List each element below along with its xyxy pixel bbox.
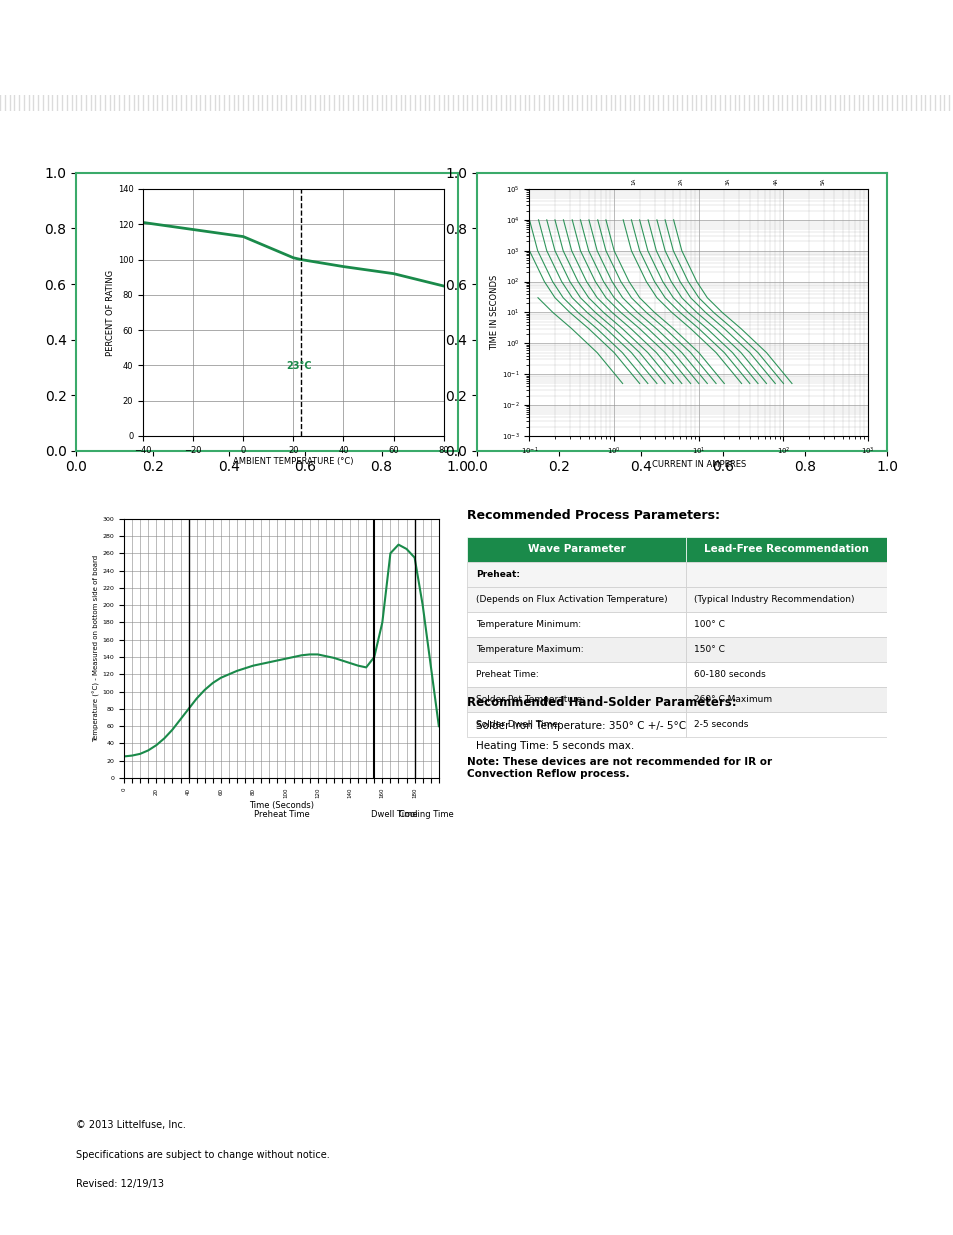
FancyBboxPatch shape: [685, 637, 886, 662]
Text: Note: These devices are not recommended for IR or
Convection Reflow process.: Note: These devices are not recommended …: [467, 757, 772, 779]
FancyBboxPatch shape: [467, 587, 685, 613]
Text: Solder Iron Temperature: 350° C +/- 5°C: Solder Iron Temperature: 350° C +/- 5°C: [476, 721, 685, 731]
Text: 2-5 seconds: 2-5 seconds: [694, 720, 748, 729]
Text: Temperature Maximum:: Temperature Maximum:: [476, 645, 583, 655]
Text: Expertise Applied  |  Answers Delivered: Expertise Applied | Answers Delivered: [754, 74, 932, 83]
Text: Radial Lead Fuses: Radial Lead Fuses: [76, 27, 301, 47]
FancyBboxPatch shape: [685, 587, 886, 613]
Text: © 2013 Littelfuse, Inc.: © 2013 Littelfuse, Inc.: [76, 1120, 186, 1130]
Text: 150° C: 150° C: [694, 645, 724, 655]
FancyBboxPatch shape: [467, 687, 685, 711]
Text: Solder Pot Temperature:: Solder Pot Temperature:: [476, 695, 584, 704]
Y-axis label: Temperature (°C) - Measured on bottom side of board: Temperature (°C) - Measured on bottom si…: [92, 555, 99, 742]
Text: 2A: 2A: [678, 178, 682, 185]
Text: Average Time Current Curves: Average Time Current Curves: [489, 147, 696, 159]
X-axis label: AMBIENT TEMPERATURE (°C): AMBIENT TEMPERATURE (°C): [233, 457, 354, 467]
Text: Dwell Time: Dwell Time: [371, 810, 417, 819]
FancyBboxPatch shape: [685, 613, 886, 637]
Text: Solder Dwell Time:: Solder Dwell Time:: [476, 720, 560, 729]
X-axis label: Time (Seconds): Time (Seconds): [249, 802, 314, 810]
Text: Temperature Minimum:: Temperature Minimum:: [476, 620, 580, 629]
Text: Revised: 12/19/13: Revised: 12/19/13: [76, 1179, 164, 1189]
FancyBboxPatch shape: [467, 711, 685, 737]
Text: Heating Time: 5 seconds max.: Heating Time: 5 seconds max.: [476, 741, 634, 751]
FancyBboxPatch shape: [685, 562, 886, 587]
FancyBboxPatch shape: [467, 537, 685, 562]
FancyBboxPatch shape: [685, 662, 886, 687]
Text: 4A: 4A: [773, 178, 778, 185]
Text: Preheat Time: Preheat Time: [253, 810, 309, 819]
FancyBboxPatch shape: [685, 537, 886, 562]
Text: Preheat Time:: Preheat Time:: [476, 669, 538, 679]
Y-axis label: TIME IN SECONDS: TIME IN SECONDS: [490, 275, 498, 350]
Text: Lead-Free Recommendation: Lead-Free Recommendation: [703, 545, 868, 555]
FancyBboxPatch shape: [685, 711, 886, 737]
Text: Recommended Process Parameters:: Recommended Process Parameters:: [467, 509, 720, 522]
Text: 5A: 5A: [820, 178, 825, 185]
Text: Wave Parameter: Wave Parameter: [527, 545, 625, 555]
Text: Recommended Hand-Solder Parameters:: Recommended Hand-Solder Parameters:: [467, 697, 737, 709]
Text: Soldering Parameters - Wave Soldering: Soldering Parameters - Wave Soldering: [92, 474, 369, 487]
Text: (Depends on Flux Activation Temperature): (Depends on Flux Activation Temperature): [476, 595, 667, 604]
Text: Temperature Rerating Curve: Temperature Rerating Curve: [88, 147, 288, 159]
Text: 1A: 1A: [631, 178, 636, 185]
Text: Cooling Time: Cooling Time: [399, 810, 454, 819]
Text: ⚡ Littelfuse®: ⚡ Littelfuse®: [728, 28, 852, 47]
Text: 3A: 3A: [725, 178, 730, 185]
Text: Specifications are subject to change without notice.: Specifications are subject to change wit…: [76, 1150, 330, 1160]
FancyBboxPatch shape: [467, 662, 685, 687]
FancyBboxPatch shape: [467, 613, 685, 637]
Text: (Typical Industry Recommendation): (Typical Industry Recommendation): [694, 595, 854, 604]
X-axis label: CURRENT IN AMPERES: CURRENT IN AMPERES: [651, 459, 745, 469]
FancyBboxPatch shape: [467, 562, 685, 587]
FancyBboxPatch shape: [685, 687, 886, 711]
Y-axis label: PERCENT OF RATING: PERCENT OF RATING: [106, 269, 114, 356]
Text: 23°C: 23°C: [286, 361, 311, 370]
Text: 260° C Maximum: 260° C Maximum: [694, 695, 771, 704]
Text: 100° C: 100° C: [694, 620, 724, 629]
Text: TR5® › Time-Lag › 383 Series: TR5® › Time-Lag › 383 Series: [76, 68, 263, 82]
Text: 60-180 seconds: 60-180 seconds: [694, 669, 765, 679]
Text: Preheat:: Preheat:: [476, 569, 519, 579]
FancyBboxPatch shape: [467, 637, 685, 662]
